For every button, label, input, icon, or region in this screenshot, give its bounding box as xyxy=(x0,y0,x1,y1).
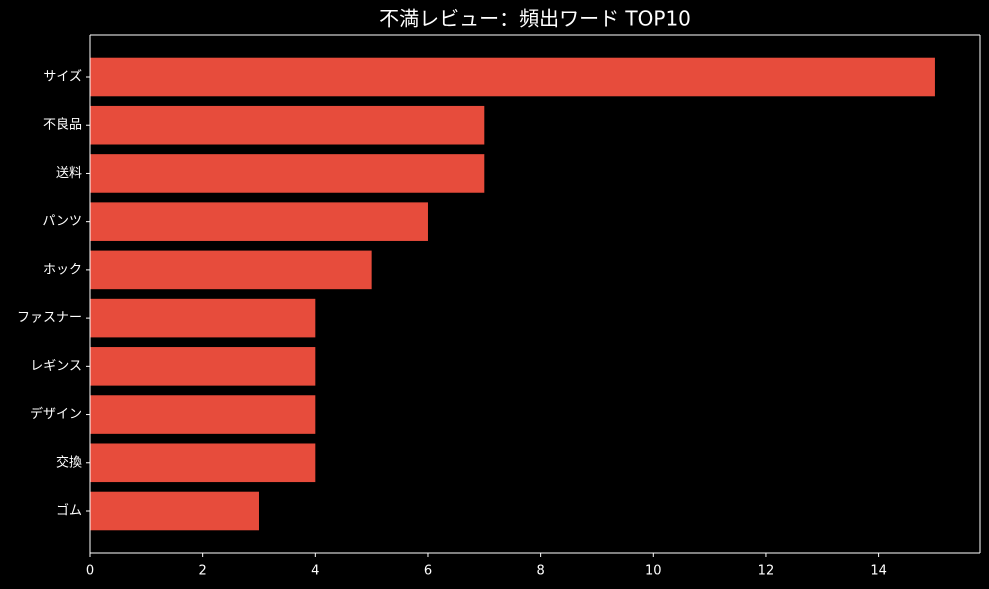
y-tick-label: 送料 xyxy=(56,166,82,181)
bar xyxy=(90,57,935,97)
bar xyxy=(90,202,428,241)
x-tick-label: 12 xyxy=(758,564,775,579)
bar xyxy=(90,298,316,338)
y-tick-label: ゴム xyxy=(56,503,82,519)
x-tick-label: 10 xyxy=(645,564,662,579)
y-tick-label: パンツ xyxy=(42,214,82,229)
y-tick-label: レギンス xyxy=(30,359,82,374)
x-tick-label: 4 xyxy=(311,564,319,579)
bar xyxy=(90,250,372,290)
chart-title: 不満レビュー：頻出ワード TOP10 xyxy=(379,7,691,31)
y-tick-label: ホック xyxy=(43,262,82,277)
y-tick-label: デザイン xyxy=(30,406,82,422)
bar xyxy=(90,105,485,145)
y-tick-label: ファスナー xyxy=(17,311,82,326)
x-tick-label: 14 xyxy=(870,564,887,579)
bar xyxy=(90,491,259,531)
y-tick-label: 交換 xyxy=(56,454,82,470)
x-tick-label: 6 xyxy=(424,564,432,579)
y-tick-label: 不良品 xyxy=(43,117,82,133)
bar xyxy=(90,395,316,434)
x-tick-label: 2 xyxy=(199,564,207,579)
bar xyxy=(90,347,316,386)
x-tick-label: 0 xyxy=(86,564,94,579)
bar xyxy=(90,154,485,193)
x-tick-label: 8 xyxy=(536,564,544,579)
y-tick-label: サイズ xyxy=(43,69,82,85)
bar xyxy=(90,443,316,483)
